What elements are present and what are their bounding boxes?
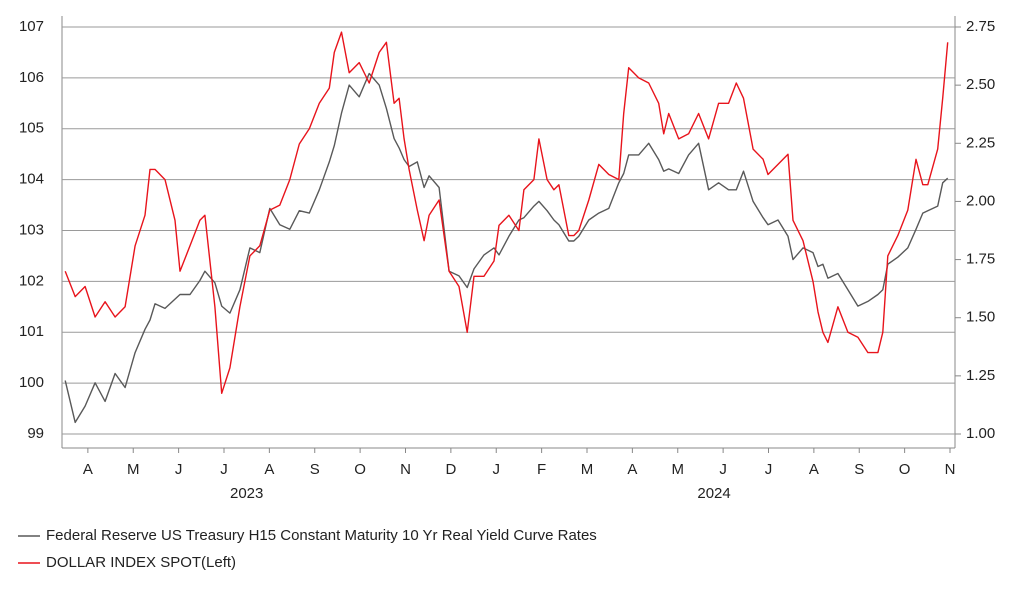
y2-tick-label: 1.50 (966, 309, 995, 326)
x-tick-label: A (83, 461, 93, 478)
x-tick-label: J (719, 461, 727, 478)
x-tick-label: O (354, 461, 366, 478)
x-tick-label: N (400, 461, 411, 478)
y2-tick-label: 2.75 (966, 18, 995, 35)
x-tick-label: F (537, 461, 546, 478)
x-tick-label: A (809, 461, 819, 478)
x-tick-label: M (671, 461, 684, 478)
y-tick-label: 104 (19, 171, 44, 188)
y-tick-label: 103 (19, 221, 44, 238)
x-tick-label: S (854, 461, 864, 478)
y2-tick-label: 1.75 (966, 251, 995, 268)
x-tick-label: A (627, 461, 637, 478)
legend-label: DOLLAR INDEX SPOT(Left) (46, 554, 236, 571)
x-tick-label: J (175, 461, 183, 478)
legend-label: Federal Reserve US Treasury H15 Constant… (46, 527, 597, 544)
y-tick-label: 105 (19, 120, 44, 137)
x-tick-label: N (945, 461, 956, 478)
x-tick-label: J (492, 461, 500, 478)
x-tick-label: J (220, 461, 228, 478)
x-year-label: 2024 (697, 485, 730, 502)
y-tick-label: 107 (19, 18, 44, 35)
x-tick-label: D (445, 461, 456, 478)
x-tick-label: O (899, 461, 911, 478)
y2-tick-label: 2.25 (966, 134, 995, 151)
x-tick-label: J (765, 461, 773, 478)
x-tick-label: M (581, 461, 594, 478)
series-line (64, 31, 949, 394)
x-tick-label: A (264, 461, 274, 478)
y-tick-label: 99 (27, 425, 44, 442)
x-year-label: 2023 (230, 485, 263, 502)
y-tick-label: 100 (19, 374, 44, 391)
x-tick-label: M (127, 461, 140, 478)
x-tick-label: S (310, 461, 320, 478)
y2-tick-label: 2.50 (966, 76, 995, 93)
y2-tick-label: 1.25 (966, 367, 995, 384)
y-tick-label: 102 (19, 272, 44, 289)
y-tick-label: 106 (19, 69, 44, 86)
series-line (64, 72, 949, 424)
y2-tick-label: 1.00 (966, 425, 995, 442)
y-tick-label: 101 (19, 323, 44, 340)
y2-tick-label: 2.00 (966, 192, 995, 209)
